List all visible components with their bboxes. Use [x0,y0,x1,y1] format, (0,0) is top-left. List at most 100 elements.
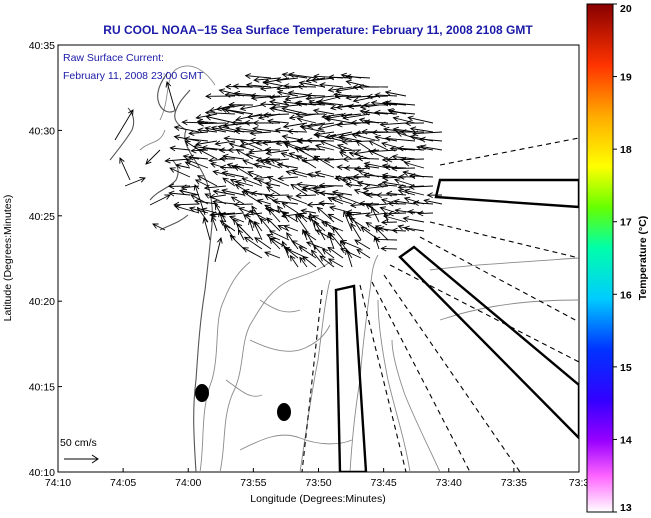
current-vector [214,140,236,147]
current-vector [316,206,335,223]
x-tick-label: 74:10 [45,477,71,489]
current-vector [296,181,317,188]
current-vector [252,162,272,169]
current-vector [356,180,380,187]
current-vector [269,99,290,106]
current-vector [373,235,380,250]
current-vector [249,92,272,99]
current-vector [345,94,371,101]
current-vector [244,73,272,79]
current-vector [249,130,272,137]
current-vector [203,184,227,191]
current-vectors [114,71,443,268]
current-vector [178,188,200,196]
current-vector [222,153,245,160]
colorbar [586,3,614,513]
current-vector [302,255,317,268]
current-vector [355,140,371,151]
current-vector [420,144,443,151]
current-vector [193,198,218,205]
current-vector [403,160,425,169]
current-vector [308,99,335,106]
current-vector [345,181,362,188]
current-vector [285,169,308,178]
y-axis-ticks: 40:10 40:15 40:20 40:25 40:30 40:35 [29,40,62,479]
current-vector [232,83,263,90]
colorbar-label: Temperature (°C) [637,216,649,301]
current-vector [362,172,389,179]
current-vector [327,246,344,259]
y-tick-label: 40:30 [29,125,55,137]
current-vector [397,145,425,152]
current-vector [264,158,290,164]
current-vector [222,177,236,187]
current-vector [223,107,254,115]
current-vector [269,94,290,101]
current-vector [234,183,254,196]
current-vector [295,111,326,118]
current-vector [287,128,308,135]
current-vector [290,183,308,196]
current-vector [426,192,443,199]
current-vector [329,104,353,111]
current-vector [173,125,200,133]
current-vector [252,126,281,133]
marker-east [277,403,291,421]
current-vector [327,231,335,250]
current-vector [412,130,443,137]
current-vector [284,95,308,102]
current-vector [208,157,227,164]
current-vector [340,239,362,250]
current-vector [168,183,191,190]
current-vector [269,237,290,250]
x-tick-label: 73:45 [370,477,396,489]
current-vector [205,93,236,100]
current-vector [331,196,353,205]
current-vector [245,82,272,89]
current-vector [312,244,326,259]
current-vector [276,162,299,169]
current-vector [188,130,209,137]
current-vector [380,219,398,226]
current-vector [356,155,380,162]
current-vector [286,195,308,205]
current-vector [417,210,434,217]
current-vector [281,202,299,214]
colorbar-tick-label: 13 [620,502,632,514]
current-vector [305,92,326,99]
current-vector [282,212,299,223]
current-vector [283,224,299,232]
current-vector [288,71,317,79]
current-vector [266,186,281,196]
current-vector [319,82,344,88]
current-vector [262,112,290,118]
current-vector [241,177,263,187]
current-vector [356,248,371,259]
current-vector [324,131,353,140]
current-vector [183,136,209,142]
current-vector [335,104,362,111]
current-vector [357,83,389,90]
current-vector [375,192,398,199]
current-vector [264,181,281,187]
current-vector [184,161,200,169]
current-vector [389,145,416,152]
current-vector [266,217,281,232]
current-vector [342,113,371,121]
current-vector [319,255,335,268]
current-vector [289,254,299,268]
current-vector [345,248,353,268]
current-vector [336,143,353,151]
x-axis-ticks: 74:10 74:05 74:00 73:55 73:50 73:45 73:40 73:35… [45,468,589,489]
current-vector [371,129,398,136]
current-vector [321,248,335,259]
current-vector [210,125,236,133]
current-vector [254,237,272,250]
x-tick-label: 74:05 [110,477,136,489]
current-vector [318,182,344,189]
annotation-line-2: February 11, 2008 23:00 GMT [63,70,204,82]
current-vector [221,170,245,178]
current-vector [362,185,389,192]
y-tick-label: 40:10 [29,467,55,479]
